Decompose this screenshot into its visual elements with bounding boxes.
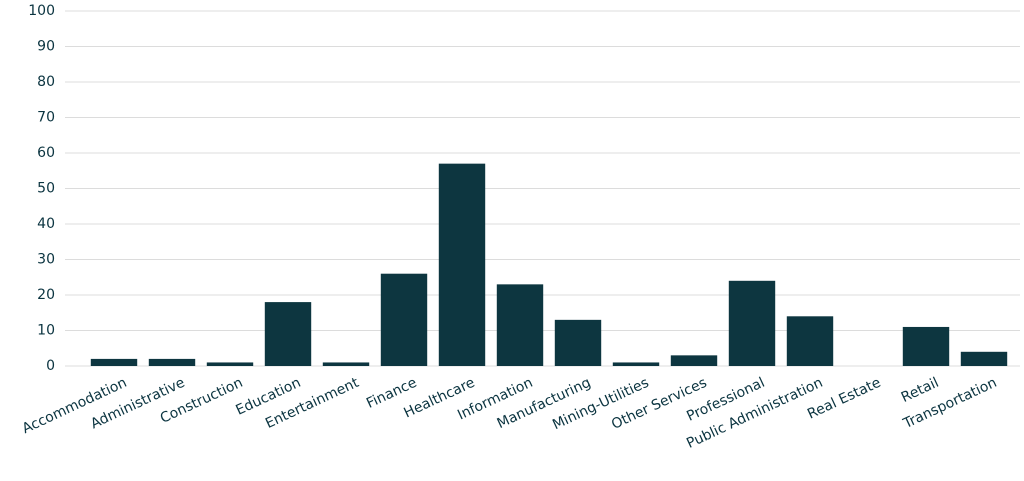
x-tick-label: Mining-Utilities — [550, 375, 651, 434]
bar — [612, 362, 660, 366]
bar — [496, 284, 544, 366]
bar — [206, 362, 254, 366]
bar — [264, 302, 312, 366]
bar — [148, 358, 196, 366]
y-tick-label: 20 — [37, 287, 55, 303]
y-tick-label: 60 — [37, 145, 55, 161]
y-tick-label: 30 — [37, 252, 55, 268]
bar — [960, 351, 1008, 366]
y-tick-label: 80 — [37, 74, 55, 90]
y-tick-label: 50 — [37, 181, 55, 197]
bar — [728, 280, 776, 366]
bar — [90, 358, 138, 366]
bar — [438, 163, 486, 366]
bar — [554, 319, 602, 366]
bar — [786, 316, 834, 366]
bar — [902, 326, 950, 366]
y-tick-label: 70 — [37, 110, 55, 126]
y-tick-label: 10 — [37, 323, 55, 339]
y-tick-label: 100 — [28, 3, 55, 19]
bar — [322, 362, 370, 366]
y-tick-label: 40 — [37, 216, 55, 232]
bar — [670, 355, 718, 366]
y-tick-label: 0 — [46, 358, 55, 374]
bar — [380, 273, 428, 366]
y-tick-label: 90 — [37, 39, 55, 55]
